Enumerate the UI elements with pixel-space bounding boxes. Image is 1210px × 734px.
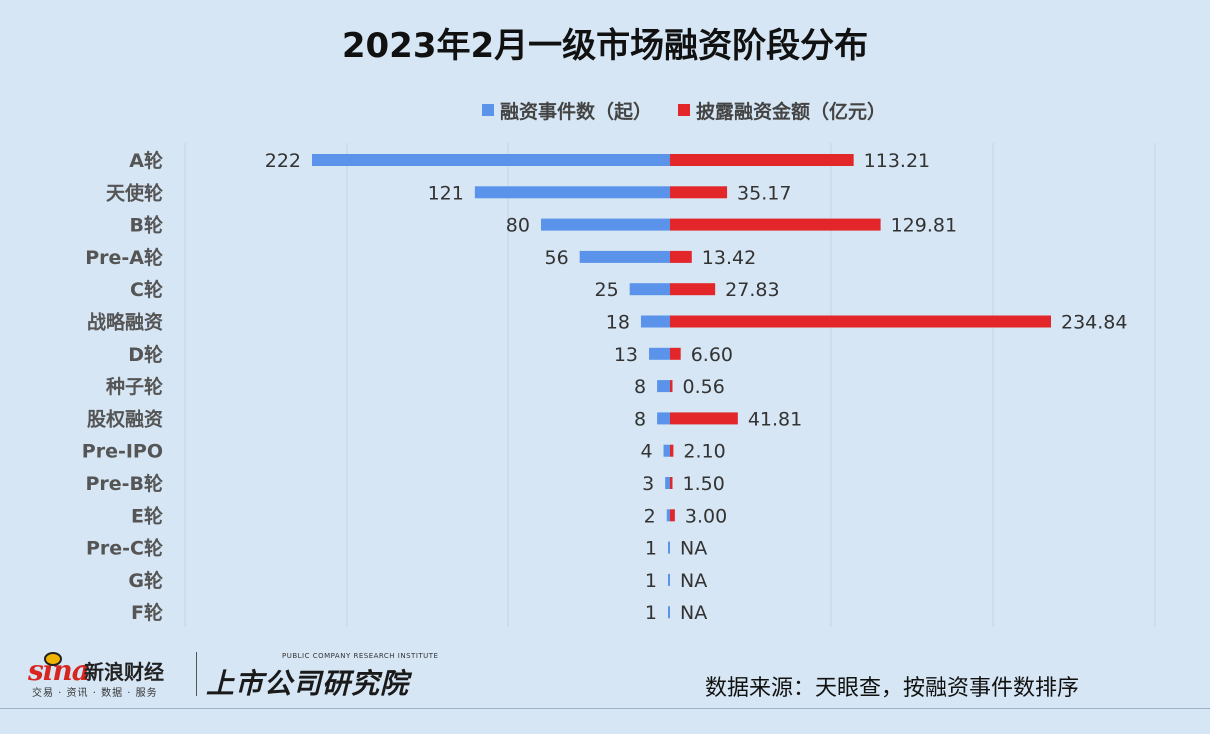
events-bar-4 [629,283,670,296]
category-label-2: B轮 [130,214,163,237]
amount-value-label-1: 35.17 [737,182,791,204]
chart-title: 2023年2月一级市场融资阶段分布 [341,26,869,66]
amount-value-label-10: 1.50 [683,473,725,495]
category-label-9: Pre-IPO [82,441,163,463]
amount-value-label-2: 129.81 [891,215,957,237]
data-source-note: 数据来源：天眼查，按融资事件数排序 [705,676,1080,701]
category-label-3: Pre-A轮 [85,246,163,269]
events-value-label-14: 1 [645,602,657,624]
events-bar-7 [657,380,670,393]
events-bar-1 [474,186,670,199]
category-label-14: F轮 [131,601,163,624]
amount-bar-1 [670,186,728,199]
amount-value-label-0: 113.21 [864,150,930,172]
sina-finance-logo: sina 新浪财经 交易 · 资讯 · 数据 · 服务 [28,652,188,699]
events-bar-10 [665,477,670,489]
events-value-label-7: 8 [634,376,646,398]
amount-value-label-9: 2.10 [683,441,725,463]
amount-value-label-3: 13.42 [702,247,756,269]
amount-bar-6 [670,347,681,360]
category-label-0: A轮 [129,149,163,172]
events-bar-8 [657,412,670,425]
category-label-7: 种子轮 [105,375,163,398]
events-bar-0 [312,154,670,166]
category-label-12: Pre-C轮 [86,537,163,560]
logo-divider [196,652,197,696]
events-value-label-3: 56 [545,247,569,269]
amount-bar-11 [670,509,675,522]
amount-bar-2 [670,218,881,231]
category-label-13: G轮 [128,569,163,592]
events-bar-3 [579,250,670,263]
amount-value-label-12: NA [680,538,707,560]
legend-label-amount: 披露融资金额（亿元） [696,100,887,123]
legend-label-events: 融资事件数（起） [500,100,653,123]
category-label-10: Pre-B轮 [85,472,163,495]
amount-value-label-4: 27.83 [725,279,779,301]
events-value-label-2: 80 [506,215,530,237]
amount-value-label-5: 234.84 [1061,312,1127,334]
institute-logo: PUBLIC COMPANY RESEARCH INSTITUTE 上市公司研究… [206,650,438,700]
amount-value-label-6: 6.60 [691,344,733,366]
events-value-label-11: 2 [644,505,656,527]
legend-swatch-blue [482,104,494,116]
amount-value-label-11: 3.00 [685,505,727,527]
amount-value-label-8: 41.81 [748,408,802,430]
sina-logo-name: 新浪财经 [84,660,164,684]
events-bar-11 [666,509,670,522]
events-value-label-6: 13 [614,344,638,366]
legend-item-events: 融资事件数（起） [482,97,652,124]
events-value-label-1: 121 [428,182,464,204]
amount-bar-9 [670,444,674,457]
category-label-4: C轮 [130,278,163,301]
events-bar-9 [663,444,670,457]
events-bar-5 [640,315,670,328]
legend-swatch-red [678,104,691,116]
institute-chinese-name: 上市公司研究院 [206,667,410,700]
legend-item-amount: 披露融资金额（亿元） [678,97,886,124]
category-label-1: 天使轮 [106,181,163,204]
events-value-label-5: 18 [606,312,630,334]
events-value-label-12: 1 [645,538,657,560]
events-value-label-10: 3 [642,473,654,495]
events-bar-12 [668,541,670,554]
amount-bar-0 [670,154,854,166]
events-bar-14 [668,606,670,619]
amount-value-label-7: 0.56 [683,376,725,398]
category-label-6: D轮 [128,343,163,366]
amount-value-label-13: NA [680,570,707,592]
footer-divider-line [0,708,1210,709]
events-value-label-8: 8 [634,408,646,430]
events-bar-13 [668,573,670,586]
category-label-8: 股权融资 [87,407,163,430]
category-label-11: E轮 [131,504,163,527]
sina-eye-icon [44,652,62,666]
amount-bar-7 [670,380,673,393]
amount-bar-4 [670,283,716,296]
amount-bar-10 [670,477,673,489]
events-value-label-4: 25 [594,279,618,301]
sina-logo-tagline: 交易 · 资讯 · 数据 · 服务 [32,688,158,699]
category-label-5: 战略融资 [87,311,163,334]
events-bar-6 [649,347,670,360]
events-bar-2 [540,218,670,231]
events-value-label-9: 4 [640,441,652,463]
amount-bar-3 [670,250,692,263]
amount-bar-5 [670,315,1051,328]
institute-english-name: PUBLIC COMPANY RESEARCH INSTITUTE [282,652,439,660]
amount-bar-8 [670,412,738,425]
chart-legend: 融资事件数（起） 披露融资金额（亿元） [482,97,886,123]
amount-value-label-14: NA [680,602,707,624]
events-value-label-13: 1 [645,570,657,592]
events-value-label-0: 222 [265,150,301,172]
